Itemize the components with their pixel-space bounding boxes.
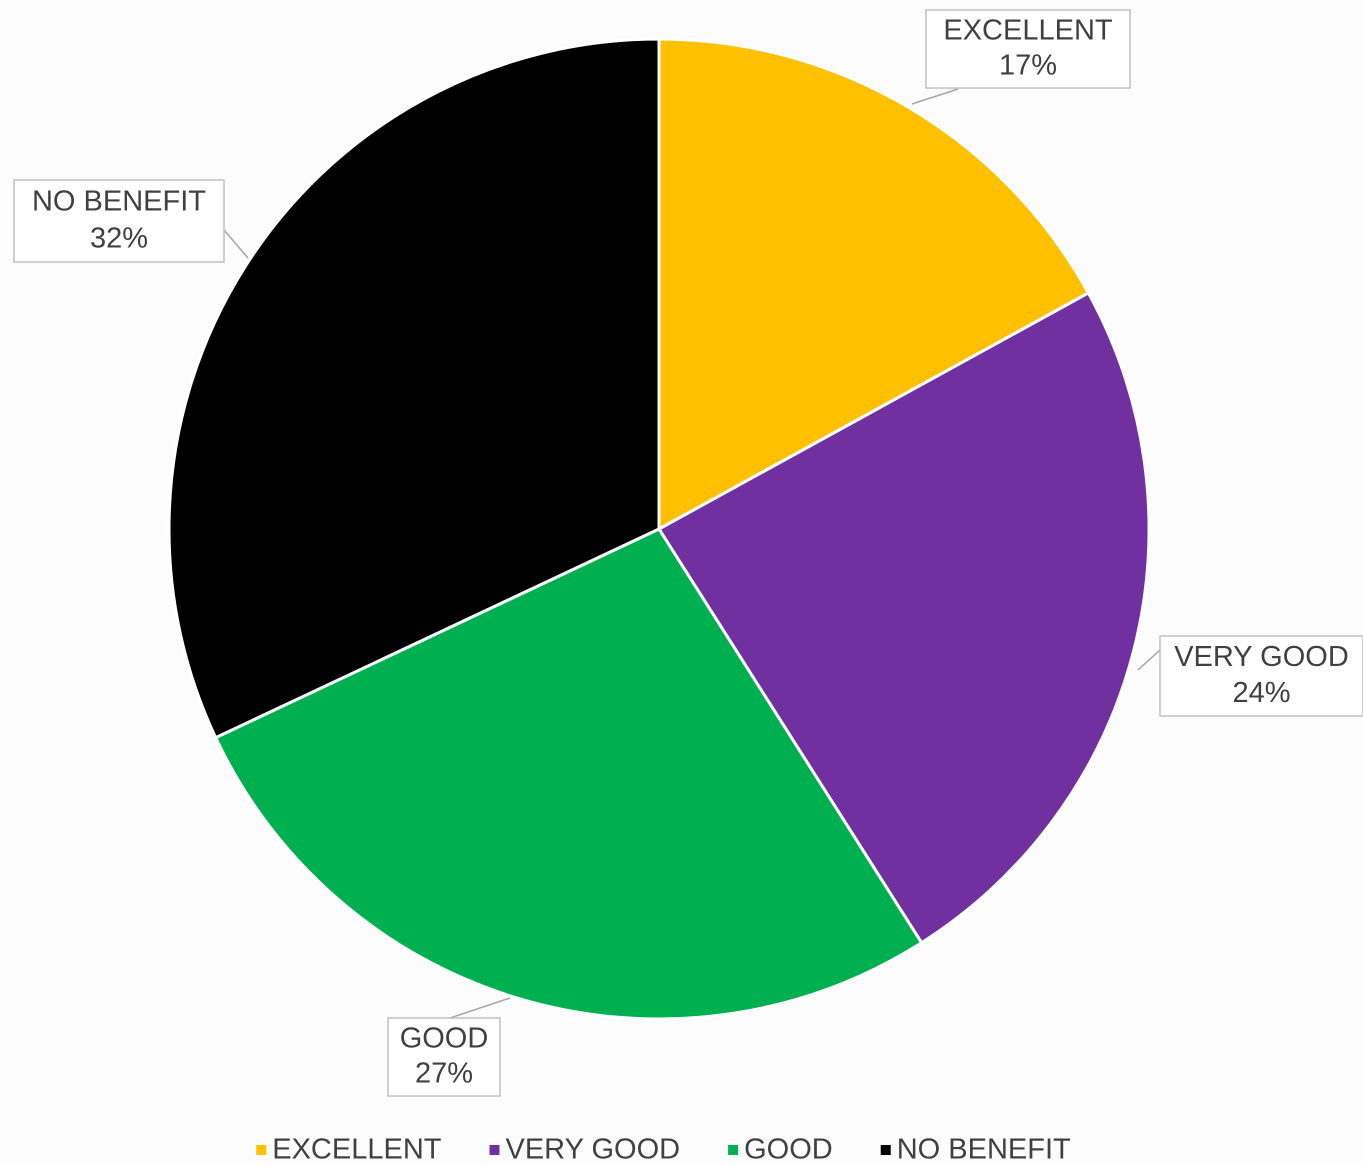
callout-box — [925, 9, 1131, 89]
data-label-category: NO BENEFIT — [32, 186, 206, 218]
pie-slice — [167, 37, 661, 740]
data-label-category: EXCELLENT — [943, 14, 1113, 46]
leader-line — [223, 229, 249, 259]
pie-slice — [213, 527, 924, 1021]
data-label: 17% — [999, 50, 1057, 82]
legend-swatch — [880, 1145, 891, 1155]
legend-label: NO BENEFIT — [897, 1134, 1071, 1165]
data-label-category: GOOD — [400, 1022, 489, 1054]
leader-line — [449, 997, 511, 1019]
data-label: 27% — [415, 1058, 473, 1090]
legend-label: VERY GOOD — [505, 1134, 680, 1165]
legend-label: EXCELLENT — [272, 1134, 442, 1165]
callout-box — [1159, 635, 1363, 717]
legend-swatch — [489, 1145, 500, 1155]
data-label: 32% — [90, 223, 148, 255]
pie-slice — [657, 37, 1091, 532]
data-label: 24% — [1232, 677, 1290, 709]
legend-label: GOOD — [744, 1134, 833, 1165]
legend-swatch — [256, 1145, 267, 1155]
leader-line — [911, 88, 959, 105]
data-label-category: VERY GOOD — [1174, 641, 1349, 673]
pie-slice — [656, 290, 1151, 945]
callout-box — [387, 1017, 501, 1097]
leader-line — [1137, 649, 1161, 671]
legend-swatch — [728, 1145, 739, 1155]
callout-box — [13, 179, 225, 263]
